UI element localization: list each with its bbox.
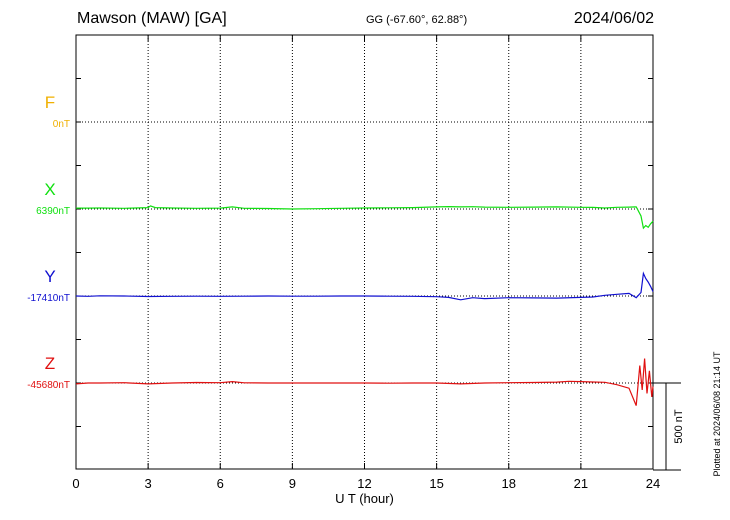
x-tick-label: 0	[72, 476, 79, 491]
x-tick-label: 24	[646, 476, 660, 491]
x-tick-label: 21	[574, 476, 588, 491]
trace-z	[75, 358, 654, 406]
x-tick-label: 18	[502, 476, 516, 491]
channel-name-y: Y	[44, 267, 55, 286]
channel-baseline-z: -45680nT	[27, 380, 70, 391]
x-tick-label: 12	[357, 476, 371, 491]
x-axis-label: U T (hour)	[335, 491, 394, 506]
channel-baseline-f: 0nT	[53, 119, 70, 130]
date-label: 2024/06/02	[573, 10, 654, 27]
trace-x	[76, 205, 654, 230]
channel-baseline-x: 6390nT	[36, 206, 70, 217]
channel-name-f: F	[45, 93, 55, 112]
x-tick-label: 6	[217, 476, 224, 491]
station-title: Mawson (MAW) [GA]	[77, 10, 227, 27]
trace-y	[75, 271, 654, 301]
channel-name-z: Z	[45, 354, 55, 373]
coordinates-label: GG (-67.60°, 62.88°)	[366, 14, 468, 26]
channel-name-x: X	[44, 180, 55, 199]
x-tick-label: 3	[145, 476, 152, 491]
x-tick-label: 9	[289, 476, 296, 491]
scale-bar-label: 500 nT	[673, 409, 685, 444]
x-tick-label: 15	[429, 476, 443, 491]
plotted-timestamp: Plotted at 2024/06/08 21:14 UT	[712, 351, 722, 477]
channel-baseline-y: -17410nT	[27, 293, 70, 304]
